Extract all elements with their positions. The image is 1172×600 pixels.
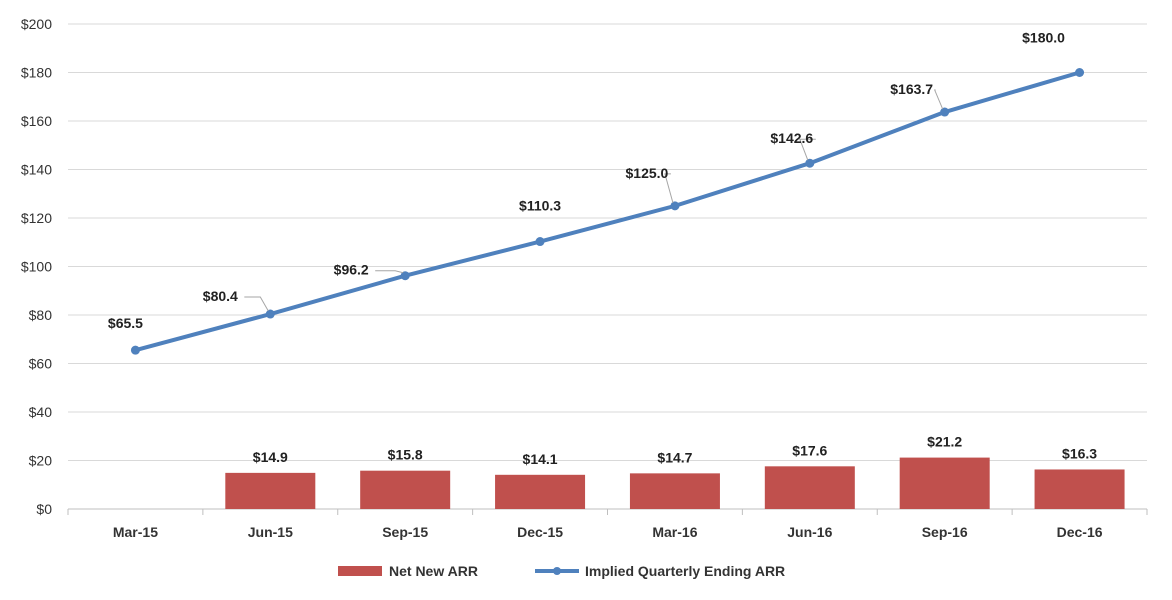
bar-data-label: $15.8 bbox=[388, 447, 423, 463]
bar-net-new-arr bbox=[225, 472, 316, 509]
y-tick-label: $60 bbox=[29, 356, 53, 372]
bar-data-label: $21.2 bbox=[927, 434, 962, 450]
line-point-implied-arr bbox=[265, 309, 275, 319]
legend-swatch-implied-arr-marker bbox=[553, 567, 561, 575]
data-label-leader bbox=[933, 89, 944, 110]
line-point-implied-arr bbox=[1075, 68, 1085, 77]
line-data-label: $142.6 bbox=[770, 130, 813, 146]
y-tick-label: $100 bbox=[21, 259, 52, 275]
bar-net-new-arr bbox=[629, 473, 720, 509]
data-label-leader bbox=[664, 173, 674, 204]
x-tick-label: Jun-16 bbox=[787, 524, 832, 540]
line-point-implied-arr bbox=[940, 107, 950, 117]
y-tick-label: $120 bbox=[21, 210, 52, 226]
line-point-implied-arr bbox=[535, 237, 545, 247]
y-tick-label: $160 bbox=[21, 113, 52, 129]
bar-data-label: $16.3 bbox=[1062, 445, 1097, 461]
line-data-label: $110.3 bbox=[519, 198, 561, 214]
line-data-label: $65.5 bbox=[108, 315, 143, 331]
bar-data-label: $14.1 bbox=[523, 451, 558, 467]
bar-data-label: $14.7 bbox=[657, 449, 692, 465]
bar-data-label: $14.9 bbox=[253, 449, 288, 465]
bar-net-new-arr bbox=[1034, 469, 1125, 509]
bar-net-new-arr bbox=[764, 466, 855, 509]
line-data-label: $96.2 bbox=[334, 262, 369, 278]
y-axis: $0 $20 $40 $60 $80 $100 $120 $140 $160 $180 $200 bbox=[21, 16, 52, 517]
line-data-label: $180.0 bbox=[1022, 30, 1065, 46]
data-label-leader bbox=[799, 138, 816, 161]
legend-label-implied-arr: Implied Quarterly Ending ARR bbox=[585, 563, 785, 579]
y-tick-label: $20 bbox=[29, 453, 53, 469]
line-data-label: $163.7 bbox=[890, 81, 933, 97]
x-axis: Mar-15 Jun-15 Sep-15 Dec-15 Mar-16 Jun-16 Sep-… bbox=[67, 508, 1148, 540]
data-labels: $14.9 $15.8 $14.1 $14.7 $17.6 $21.2 $16.3 $65.5… bbox=[108, 30, 1097, 467]
data-label-leader bbox=[244, 296, 269, 312]
line-series bbox=[130, 68, 1085, 355]
y-tick-label: $200 bbox=[21, 16, 52, 32]
x-tick-label: Dec-15 bbox=[517, 524, 563, 540]
y-tick-label: $180 bbox=[21, 65, 52, 81]
bar-series bbox=[225, 457, 1125, 509]
line-implied-arr bbox=[134, 70, 1081, 353]
line-data-label: $80.4 bbox=[203, 288, 238, 304]
x-tick-label: Mar-16 bbox=[652, 524, 697, 540]
gridlines bbox=[68, 23, 1147, 461]
line-point-implied-arr bbox=[670, 201, 680, 211]
line-point-implied-arr bbox=[400, 271, 410, 281]
x-tick-label: Sep-16 bbox=[922, 524, 968, 540]
y-tick-label: $80 bbox=[29, 307, 53, 323]
y-tick-label: $140 bbox=[21, 162, 52, 178]
x-tick-label: Sep-15 bbox=[382, 524, 428, 540]
bar-data-label: $17.6 bbox=[792, 442, 827, 458]
x-tick-label: Dec-16 bbox=[1057, 524, 1103, 540]
bar-net-new-arr bbox=[899, 457, 990, 509]
line-point-implied-arr bbox=[805, 158, 815, 168]
data-label-leader bbox=[375, 270, 404, 274]
legend-swatch-net-new-arr bbox=[338, 566, 382, 576]
y-tick-label: $0 bbox=[36, 501, 52, 517]
x-tick-label: Jun-15 bbox=[248, 524, 293, 540]
x-tick-label: Mar-15 bbox=[113, 524, 158, 540]
bar-net-new-arr bbox=[360, 470, 451, 509]
line-data-label: $125.0 bbox=[626, 165, 669, 181]
bar-net-new-arr bbox=[495, 474, 586, 509]
y-tick-label: $40 bbox=[29, 404, 53, 420]
legend-label-net-new-arr: Net New ARR bbox=[389, 563, 478, 579]
legend: Net New ARR Implied Quarterly Ending ARR bbox=[338, 563, 785, 579]
line-point-implied-arr bbox=[130, 345, 140, 355]
